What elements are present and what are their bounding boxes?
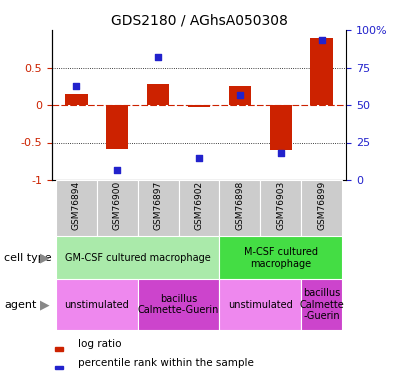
Text: ▶: ▶ xyxy=(40,298,49,311)
Bar xyxy=(219,180,260,236)
Text: GSM76902: GSM76902 xyxy=(195,181,203,230)
Text: agent: agent xyxy=(4,300,36,310)
Point xyxy=(237,92,243,98)
Bar xyxy=(56,279,138,330)
Bar xyxy=(97,180,138,236)
Point xyxy=(73,82,80,88)
Bar xyxy=(310,38,333,105)
Text: GSM76899: GSM76899 xyxy=(317,181,326,230)
Bar xyxy=(147,84,169,105)
Bar xyxy=(260,180,301,236)
Point xyxy=(318,38,325,44)
Bar xyxy=(55,347,63,351)
Point xyxy=(196,154,202,160)
Bar xyxy=(219,279,301,330)
Point xyxy=(114,166,120,172)
Text: GSM76900: GSM76900 xyxy=(113,181,122,230)
Text: bacillus
Calmette
-Guerin: bacillus Calmette -Guerin xyxy=(299,288,344,321)
Text: GSM76898: GSM76898 xyxy=(235,181,244,230)
Text: GSM76897: GSM76897 xyxy=(154,181,163,230)
Text: GSM76894: GSM76894 xyxy=(72,181,81,230)
Bar xyxy=(301,279,342,330)
Bar xyxy=(138,180,179,236)
Text: percentile rank within the sample: percentile rank within the sample xyxy=(78,358,254,368)
Text: unstimulated: unstimulated xyxy=(64,300,129,310)
Title: GDS2180 / AGhsA050308: GDS2180 / AGhsA050308 xyxy=(111,13,287,27)
Bar xyxy=(56,180,97,236)
Text: cell type: cell type xyxy=(4,253,52,263)
Bar xyxy=(229,86,251,105)
Bar xyxy=(219,236,342,279)
Bar xyxy=(55,366,63,369)
Bar xyxy=(269,105,292,150)
Bar xyxy=(301,180,342,236)
Bar xyxy=(138,279,219,330)
Text: bacillus
Calmette-Guerin: bacillus Calmette-Guerin xyxy=(138,294,219,315)
Text: M-CSF cultured
macrophage: M-CSF cultured macrophage xyxy=(244,247,318,268)
Text: GSM76903: GSM76903 xyxy=(276,181,285,230)
Text: GM-CSF cultured macrophage: GM-CSF cultured macrophage xyxy=(65,253,211,263)
Bar xyxy=(106,105,129,148)
Bar xyxy=(179,180,219,236)
Bar xyxy=(65,94,88,105)
Point xyxy=(155,54,161,60)
Text: ▶: ▶ xyxy=(40,251,49,264)
Text: unstimulated: unstimulated xyxy=(228,300,293,310)
Bar xyxy=(56,236,219,279)
Text: log ratio: log ratio xyxy=(78,339,122,349)
Bar xyxy=(188,105,210,106)
Point xyxy=(278,150,284,156)
